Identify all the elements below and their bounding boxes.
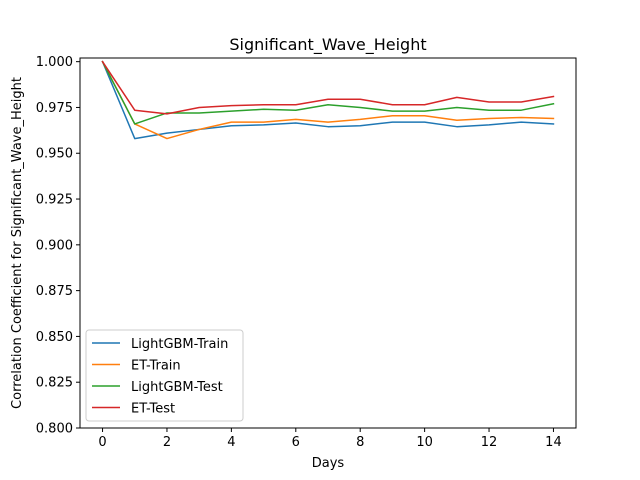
series-layer	[101, 60, 555, 140]
legend-label-lightgbm-test: LightGBM-Test	[131, 380, 223, 395]
y-tick-label: 0.875	[36, 284, 73, 299]
series-line-lightgbm-train	[101, 60, 555, 140]
legend-label-lightgbm-train: LightGBM-Train	[131, 337, 228, 352]
y-tick-label: 0.900	[36, 238, 73, 253]
y-tick-label: 0.800	[36, 422, 73, 437]
y-tick-label: 1.000	[36, 55, 73, 70]
y-tick-label: 0.850	[36, 330, 73, 345]
x-tick-label: 4	[227, 435, 235, 450]
x-tick-label: 6	[292, 435, 300, 450]
y-tick-label: 0.925	[36, 193, 73, 208]
legend-box	[85, 329, 244, 422]
x-tick-label: 0	[98, 435, 106, 450]
x-axis-ticks: 0 2 4 6 8 10 12 14	[98, 428, 562, 450]
y-axis-ticks: 0.800 0.825 0.850 0.875 0.900 0.925 0.950 0.975…	[36, 55, 80, 437]
series-line-et-test	[101, 60, 555, 115]
y-tick-label: 0.950	[36, 147, 73, 162]
y-tick-label: 0.825	[36, 376, 73, 391]
series-line-lightgbm-test	[101, 60, 555, 125]
series-line-et-train	[101, 60, 555, 140]
legend: LightGBM-Train ET-Train LightGBM-Test ET-Te…	[85, 329, 244, 422]
x-tick-label: 14	[545, 435, 562, 450]
x-tick-label: 8	[356, 435, 364, 450]
x-tick-label: 12	[481, 435, 498, 450]
x-tick-label: 10	[416, 435, 433, 450]
chart-title: Significant_Wave_Height	[229, 35, 426, 55]
x-axis-label: Days	[312, 456, 345, 471]
plot-frame	[79, 57, 577, 429]
x-tick-label: 2	[163, 435, 171, 450]
y-tick-label: 0.975	[36, 101, 73, 116]
legend-label-et-train: ET-Train	[131, 359, 181, 374]
legend-label-et-test: ET-Test	[131, 402, 175, 417]
y-axis-label: Correlation Coefficient for Significant_…	[10, 77, 25, 409]
